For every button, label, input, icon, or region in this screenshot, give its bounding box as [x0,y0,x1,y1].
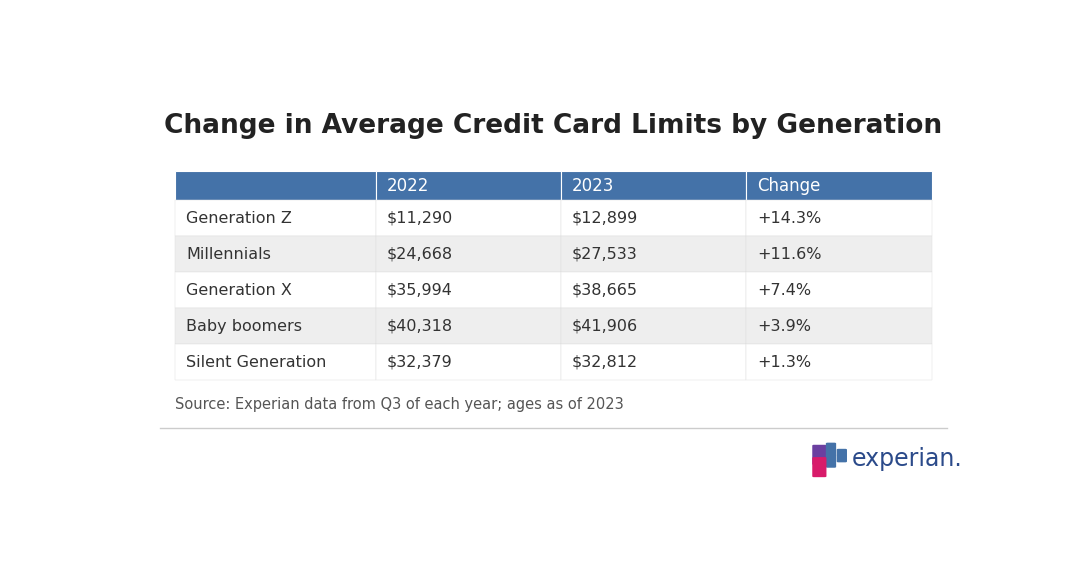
FancyBboxPatch shape [562,171,746,200]
Text: Millennials: Millennials [186,247,271,262]
Text: $27,533: $27,533 [572,247,637,262]
Text: +1.3%: +1.3% [757,355,811,370]
Text: 2023: 2023 [572,176,615,194]
FancyBboxPatch shape [812,445,826,465]
FancyBboxPatch shape [746,308,932,344]
Text: $11,290: $11,290 [387,211,453,226]
Text: 2022: 2022 [387,176,429,194]
Text: Change in Average Credit Card Limits by Generation: Change in Average Credit Card Limits by … [164,113,943,139]
FancyBboxPatch shape [376,200,562,236]
Text: Baby boomers: Baby boomers [186,319,302,334]
FancyBboxPatch shape [746,171,932,200]
FancyBboxPatch shape [746,344,932,380]
FancyBboxPatch shape [175,272,376,308]
FancyBboxPatch shape [175,200,376,236]
FancyBboxPatch shape [746,272,932,308]
Text: +3.9%: +3.9% [757,319,811,334]
FancyBboxPatch shape [562,308,746,344]
Text: $35,994: $35,994 [387,283,453,298]
Text: Source: Experian data from Q3 of each year; ages as of 2023: Source: Experian data from Q3 of each ye… [175,397,624,412]
FancyBboxPatch shape [812,457,826,477]
FancyBboxPatch shape [826,443,836,456]
FancyBboxPatch shape [562,272,746,308]
FancyBboxPatch shape [376,236,562,272]
Text: +14.3%: +14.3% [757,211,822,226]
Text: +11.6%: +11.6% [757,247,822,262]
FancyBboxPatch shape [376,344,562,380]
Text: Change: Change [757,176,821,194]
Text: $24,668: $24,668 [387,247,453,262]
Text: $41,906: $41,906 [572,319,638,334]
Text: experian.: experian. [852,447,962,471]
FancyBboxPatch shape [175,344,376,380]
Text: +7.4%: +7.4% [757,283,811,298]
FancyBboxPatch shape [562,344,746,380]
FancyBboxPatch shape [746,236,932,272]
FancyBboxPatch shape [826,454,836,468]
FancyBboxPatch shape [562,200,746,236]
FancyBboxPatch shape [562,236,746,272]
FancyBboxPatch shape [746,200,932,236]
FancyBboxPatch shape [376,171,562,200]
Text: $32,812: $32,812 [572,355,638,370]
FancyBboxPatch shape [376,308,562,344]
FancyBboxPatch shape [376,272,562,308]
Text: Silent Generation: Silent Generation [186,355,326,370]
FancyBboxPatch shape [837,449,847,462]
Text: $12,899: $12,899 [572,211,638,226]
FancyBboxPatch shape [175,308,376,344]
Text: Generation X: Generation X [186,283,292,298]
FancyBboxPatch shape [175,171,376,200]
Text: $40,318: $40,318 [387,319,453,334]
Text: Generation Z: Generation Z [186,211,292,226]
Text: $32,379: $32,379 [387,355,453,370]
Text: $38,665: $38,665 [572,283,638,298]
FancyBboxPatch shape [175,236,376,272]
